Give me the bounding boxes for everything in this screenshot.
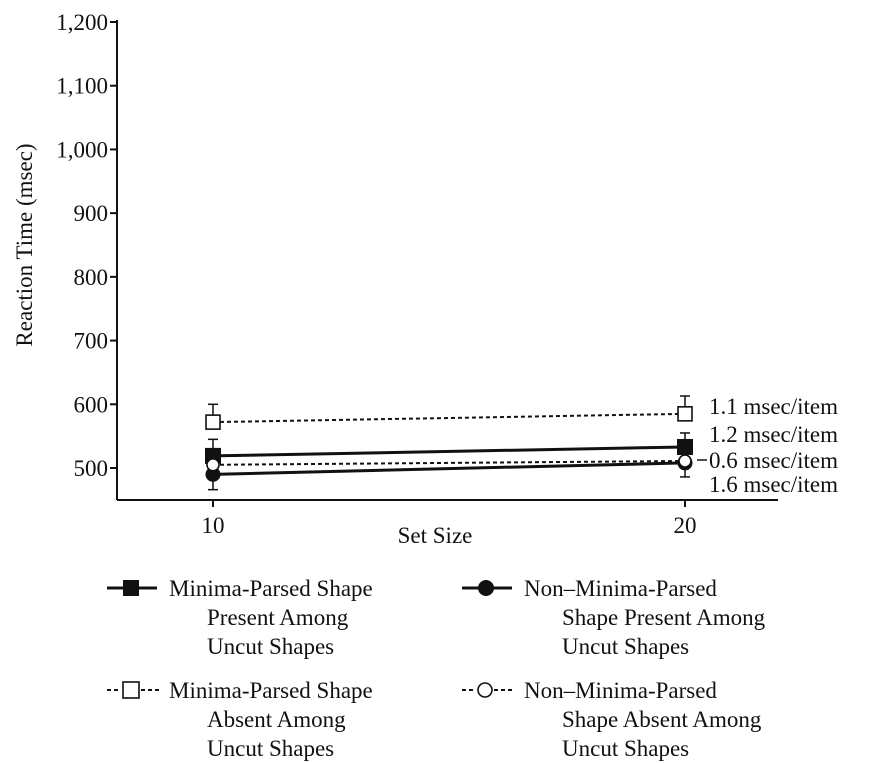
data-point [678, 407, 692, 421]
legend-line: Non–Minima-Parsed [524, 676, 761, 705]
legend-line: Minima-Parsed Shape [169, 676, 373, 705]
legend-symbol-filled-square [107, 576, 167, 600]
y-tick-label: 900 [74, 201, 109, 226]
legend-line: Absent Among [169, 705, 373, 734]
legend-label: Non–Minima-Parsed Shape Present Among Un… [524, 574, 765, 661]
legend-line: Uncut Shapes [524, 632, 765, 661]
legend-symbol-open-circle [462, 678, 522, 702]
y-tick-label: 700 [74, 329, 109, 354]
y-tick-label: 800 [74, 265, 109, 290]
series-line [213, 447, 685, 456]
legend-line: Minima-Parsed Shape [169, 574, 373, 603]
legend-line: Uncut Shapes [524, 734, 761, 763]
legend-line: Uncut Shapes [169, 734, 373, 763]
slope-label: 1.1 msec/item [709, 394, 838, 419]
y-tick-label: 500 [74, 456, 109, 481]
x-tick-label: 10 [202, 513, 225, 538]
y-tick-label: 1,000 [56, 137, 108, 162]
data-point [679, 455, 691, 467]
x-axis-label: Set Size [398, 523, 473, 548]
data-point [207, 459, 219, 471]
series-line [213, 414, 685, 422]
x-tick-label: 20 [674, 513, 697, 538]
y-tick-label: 1,200 [56, 10, 108, 35]
legend-label: Minima-Parsed Shape Absent Among Uncut S… [169, 676, 373, 763]
data-point [677, 439, 693, 455]
legend-line: Shape Absent Among [524, 705, 761, 734]
y-tick-label: 600 [74, 392, 109, 417]
legend-symbol-filled-circle [462, 576, 522, 600]
y-axis-label: Reaction Time (msec) [12, 143, 37, 346]
legend-symbol-open-square [107, 678, 167, 702]
legend-line: Non–Minima-Parsed [524, 574, 765, 603]
slope-label: 1.6 msec/item [709, 472, 838, 497]
legend-label: Non–Minima-Parsed Shape Absent Among Unc… [524, 676, 761, 763]
slope-label: 0.6 msec/item [709, 448, 838, 473]
data-point [206, 415, 220, 429]
slope-label: 1.2 msec/item [709, 422, 838, 447]
legend-line: Present Among [169, 603, 373, 632]
legend-label: Minima-Parsed Shape Present Among Uncut … [169, 574, 373, 661]
legend-line: Shape Present Among [524, 603, 765, 632]
y-tick-label: 1,100 [56, 74, 108, 99]
legend-line: Uncut Shapes [169, 632, 373, 661]
